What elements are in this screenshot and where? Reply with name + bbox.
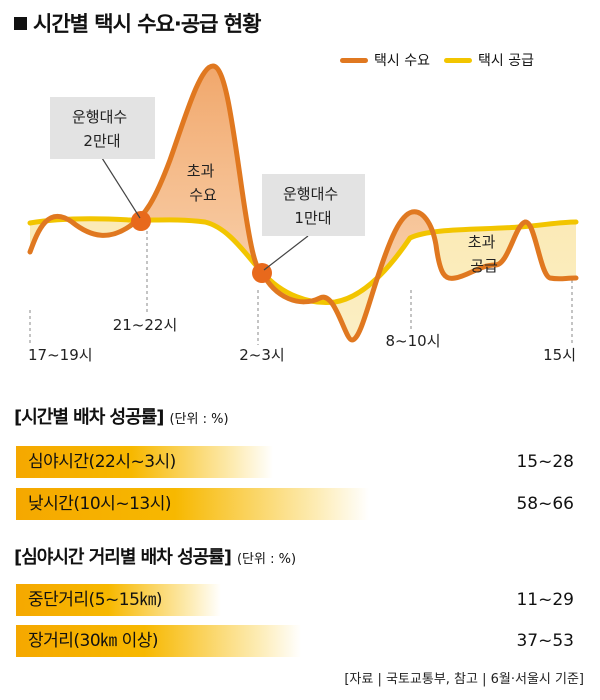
legend-item-demand: 택시 수요 — [340, 50, 430, 70]
legend-label-demand: 택시 수요 — [374, 53, 430, 69]
callout-box-20k — [50, 97, 155, 159]
success-rate-row-late-night: 심야시간(22시~3시) 15~28 — [16, 446, 586, 478]
intersection-marker-20k — [131, 211, 151, 231]
legend-label-supply: 택시 공급 — [477, 53, 534, 69]
section2-title: [심야시간 거리별 배차 성공률] (단위 : %) — [14, 543, 296, 569]
x-label-17-19: 17~19시 — [28, 346, 93, 364]
source-note: [자료 | 국토교통부, 참고 | 6월·서울시 기준] — [344, 672, 584, 687]
row-value: 15~28 — [516, 452, 574, 472]
success-rate-bar — [16, 625, 301, 657]
section1-title-text: [시간별 배차 성공률] — [14, 407, 164, 428]
excess-supply-label: 초과 공급 — [468, 233, 500, 275]
row-value: 11~29 — [516, 590, 574, 610]
callout-text-20k: 운행대수 2만대 — [72, 108, 132, 150]
row-label: 심야시간(22시~3시) — [28, 452, 176, 472]
section1-unit: (단위 : %) — [169, 412, 229, 427]
demand-line — [27, 63, 579, 343]
row-label: 중단거리(5~15㎞) — [28, 590, 163, 610]
x-label-21-22: 21~22시 — [113, 316, 178, 334]
row-value: 58~66 — [516, 494, 574, 514]
success-rate-bar — [16, 584, 222, 616]
title-row: 시간별 택시 수요·공급 현황 — [14, 8, 261, 38]
legend-swatch-supply — [443, 57, 472, 63]
row-label: 낮시간(10시~13시) — [28, 494, 171, 514]
callout-box-10k — [262, 174, 365, 236]
x-label-2-3: 2~3시 — [239, 346, 284, 364]
success-rate-row-long-distance: 장거리(30㎞ 이상) 37~53 — [16, 625, 586, 657]
excess-demand-label: 초과 수요 — [187, 162, 219, 204]
square-bullet-icon — [14, 16, 27, 30]
demand-supply-chart: 운행대수 2만대 운행대수 1만대 초과 수요 초과 공급 17~19시 21~… — [27, 63, 579, 364]
callout-text-10k: 운행대수 1만대 — [283, 185, 343, 227]
page-title: 시간별 택시 수요·공급 현황 — [33, 12, 261, 36]
row-value: 37~53 — [516, 631, 574, 651]
row-label: 장거리(30㎞ 이상) — [28, 631, 159, 651]
callout-leader-10k — [263, 235, 309, 271]
legend-swatch-demand — [340, 57, 368, 63]
x-label-8-10: 8~10시 — [386, 332, 441, 350]
section2-title-text: [심야시간 거리별 배차 성공률] — [14, 547, 232, 568]
success-rate-row-mid-distance: 중단거리(5~15㎞) 11~29 — [16, 584, 586, 616]
chart-legend: 택시 수요 택시 공급 — [340, 50, 548, 70]
success-rate-row-daytime: 낮시간(10시~13시) 58~66 — [16, 488, 586, 520]
section2-unit: (단위 : %) — [236, 552, 297, 567]
success-rate-bar — [16, 488, 370, 520]
supply-line — [27, 216, 579, 306]
section1-title: [시간별 배차 성공률] (단위 : %) — [14, 403, 229, 429]
success-rate-bar — [16, 446, 273, 478]
x-axis-ticks — [29, 225, 573, 345]
legend-item-supply: 택시 공급 — [443, 50, 534, 70]
x-label-15: 15시 — [543, 346, 576, 364]
callout-leader-20k — [101, 157, 141, 219]
